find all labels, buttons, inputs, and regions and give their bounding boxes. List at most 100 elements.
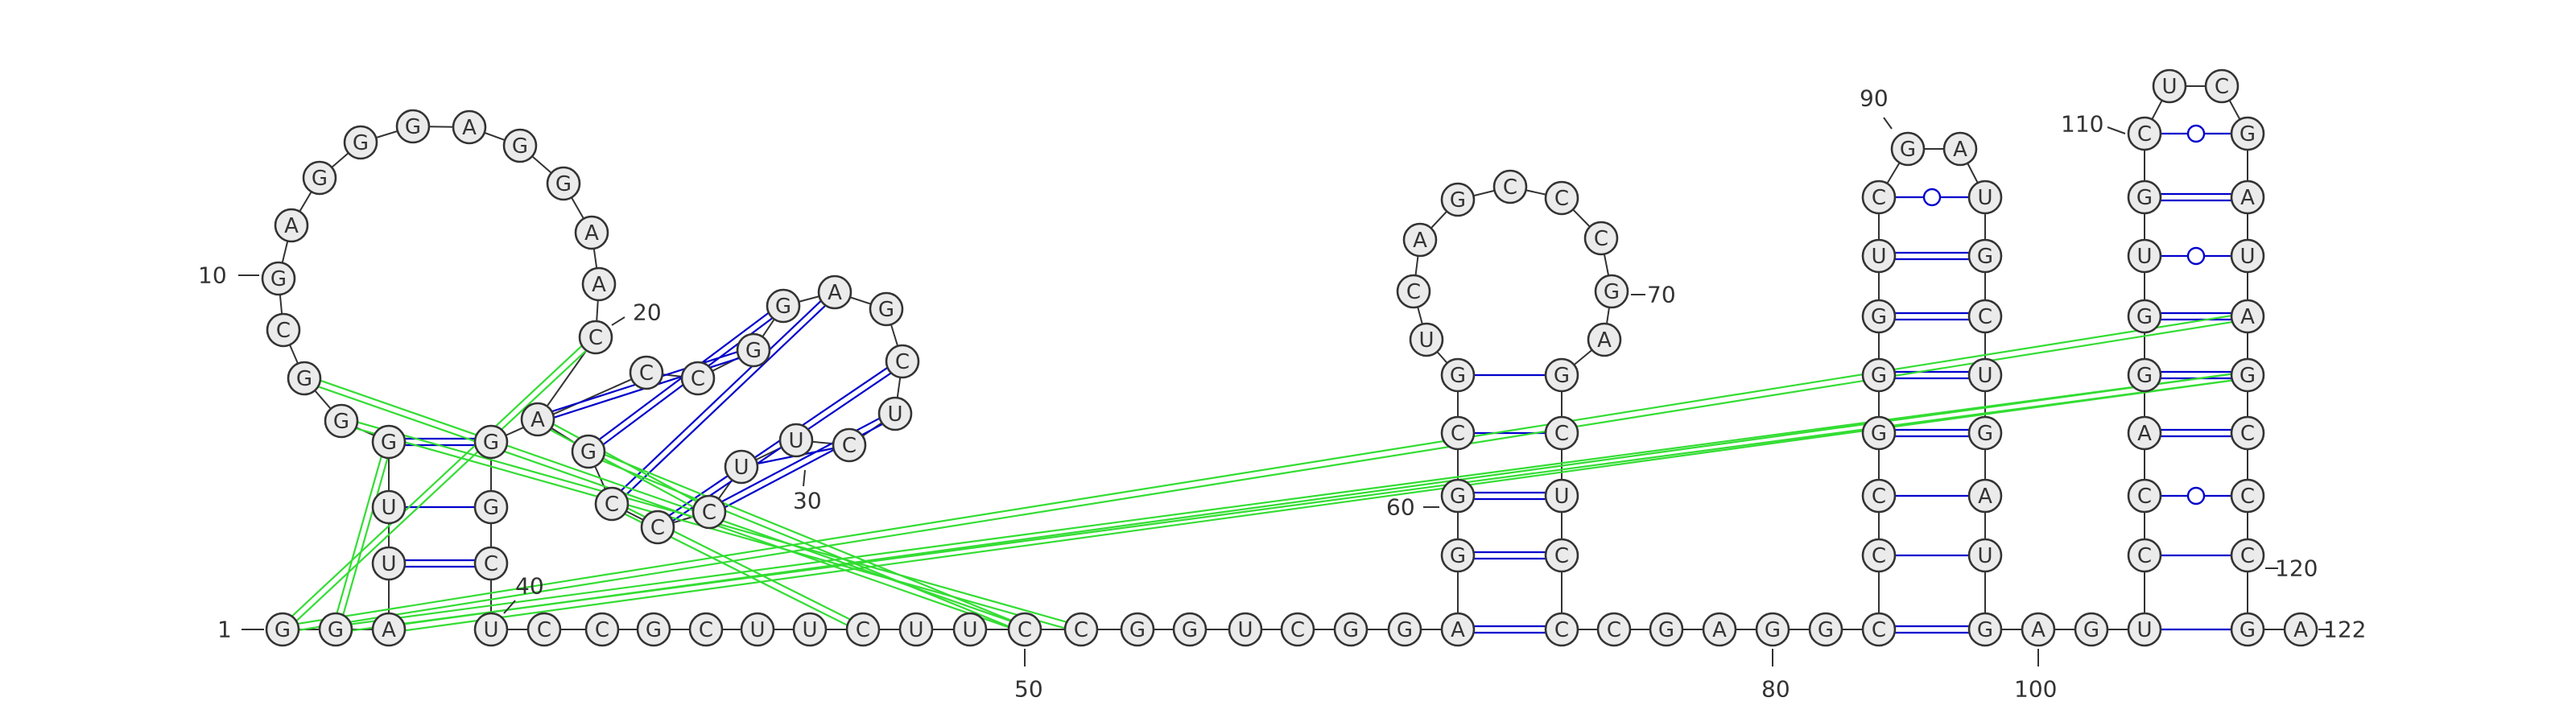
- nucleotide-circle: [2230, 415, 2265, 451]
- nucleotide-circle: [1544, 612, 1579, 647]
- nucleotide-circle: [287, 361, 322, 396]
- nucleotide-letter: U: [2240, 245, 2255, 269]
- nucleotide-letter: U: [1977, 544, 1992, 568]
- nucleotide-letter: C: [1554, 187, 1569, 211]
- nucleotide-2: G: [318, 612, 353, 647]
- nucleotide-letter: G: [1818, 618, 1834, 642]
- nucleotide-97: A: [1967, 478, 2003, 514]
- nucleotide-15: A: [452, 109, 487, 145]
- nucleotide-52: G: [1120, 612, 1155, 647]
- nucleotide-circle: [343, 125, 378, 160]
- nucleotide-68: C: [1544, 180, 1579, 216]
- pseudoknot-pair: [335, 370, 2248, 628]
- nucleotide-105: A: [2127, 415, 2162, 451]
- nucleotide-letter: G: [1450, 544, 1466, 568]
- base-pairs: [279, 124, 2248, 634]
- nucleotide-letter: A: [1597, 328, 1612, 353]
- position-number: 50: [1014, 676, 1043, 703]
- nucleotide-84: C: [1861, 478, 1897, 514]
- nucleotide-65: A: [1402, 222, 1438, 258]
- nucleotide-113: G: [2230, 116, 2265, 151]
- nucleotide-letter: G: [580, 440, 597, 464]
- nucleotide-letter: C: [2215, 75, 2229, 99]
- nucleotide-16: G: [502, 128, 538, 163]
- nucleotide-28: C: [832, 427, 867, 463]
- nucleotide-109: G: [2127, 180, 2162, 215]
- nucleotide-66: G: [1440, 182, 1476, 217]
- position-number: 122: [2323, 617, 2366, 643]
- position-number: 60: [1386, 494, 1415, 521]
- nucleotide-letter: A: [2240, 305, 2255, 329]
- nucleotide-47: C: [845, 612, 881, 647]
- nucleotide-letter: U: [908, 618, 923, 642]
- nucleotide-circle: [1587, 322, 1622, 357]
- nucleotide-104: C: [2127, 478, 2162, 514]
- nucleotide-circle: [2021, 612, 2056, 647]
- nucleotide-circle: [1890, 131, 1926, 167]
- nucleotide-letter: G: [745, 339, 762, 363]
- nucleotide-3: A: [371, 612, 407, 647]
- nucleotide-letter: C: [650, 516, 665, 540]
- nucleotide-49: U: [952, 612, 988, 647]
- nucleotide-letter: G: [353, 131, 369, 155]
- nucleotide-letter: C: [856, 618, 870, 642]
- nucleotide-circle: [1702, 612, 1737, 647]
- nucleotide-102: U: [2127, 612, 2162, 647]
- nucleotide-121: G: [2230, 612, 2265, 647]
- nucleotide-letter: G: [328, 618, 344, 642]
- position-label-70: 70: [1631, 282, 1676, 308]
- position-label-40: 40: [503, 573, 544, 614]
- wobble-marker: [2186, 486, 2206, 505]
- nucleotide-circle: [1063, 612, 1099, 647]
- nucleotide-letter: G: [2136, 305, 2153, 329]
- nucleotide-letter: A: [1978, 485, 1992, 509]
- nucleotide-110: C: [2127, 116, 2162, 151]
- nucleotide-80: G: [1755, 612, 1790, 647]
- nucleotide-circle: [2230, 478, 2265, 514]
- nucleotide-circle: [778, 423, 814, 458]
- nucleotide-43: G: [636, 612, 671, 647]
- nucleotide-circle: [817, 274, 852, 310]
- nucleotide-circle: [898, 612, 934, 647]
- base-pair-gc: [613, 294, 838, 507]
- nucleotide-29: U: [877, 396, 913, 431]
- nucleotide-circle: [1583, 221, 1619, 256]
- pseudoknot-pair: [332, 440, 387, 629]
- nucleotide-letter: A: [462, 116, 477, 140]
- nucleotide-letter: A: [1712, 618, 1727, 642]
- nucleotide-circle: [473, 489, 509, 525]
- nucleotide-circle: [1440, 538, 1476, 573]
- nucleotide-letter: U: [1871, 245, 1886, 269]
- nucleotide-5: U: [371, 489, 407, 525]
- nucleotide-letter: G: [1871, 422, 1887, 446]
- wobble-marker: [2186, 246, 2206, 266]
- position-label-30: 30: [793, 469, 822, 514]
- position-number: 80: [1761, 676, 1790, 703]
- nucleotide-letter: G: [1604, 280, 1620, 304]
- nucleotide-circle: [1861, 478, 1897, 514]
- nucleotide-circle: [869, 291, 904, 327]
- nucleotide-circle: [1440, 182, 1476, 217]
- nucleotide-letter: C: [1290, 618, 1305, 642]
- nucleotide-27: U: [778, 423, 814, 458]
- pseudoknot-pair: [279, 334, 595, 628]
- nucleotide-119: C: [2230, 478, 2265, 514]
- nucleotide-circle: [473, 612, 509, 647]
- position-tick: [1883, 117, 1893, 130]
- nucleotide-letter: G: [1182, 618, 1198, 642]
- nucleotide-115: U: [2230, 238, 2265, 274]
- nucleotide-50: C: [1007, 612, 1042, 647]
- nucleotide-letter: U: [1554, 485, 1569, 509]
- pseudoknot-pair: [303, 380, 1025, 633]
- nucleotide-circle: [691, 494, 727, 530]
- nucleotide-circle: [2074, 612, 2109, 647]
- nucleotide-circle: [2230, 357, 2265, 393]
- nucleotide-93: G: [1967, 238, 2003, 274]
- nucleotide-letter: U: [483, 618, 498, 642]
- nucleotide-letter: C: [1607, 618, 1621, 642]
- nucleotide-22: G: [571, 434, 606, 469]
- nucleotide-circle: [520, 402, 555, 437]
- nucleotide-letter: A: [592, 273, 606, 297]
- nucleotide-86: G: [1861, 357, 1897, 393]
- nucleotide-91: A: [1942, 131, 1978, 167]
